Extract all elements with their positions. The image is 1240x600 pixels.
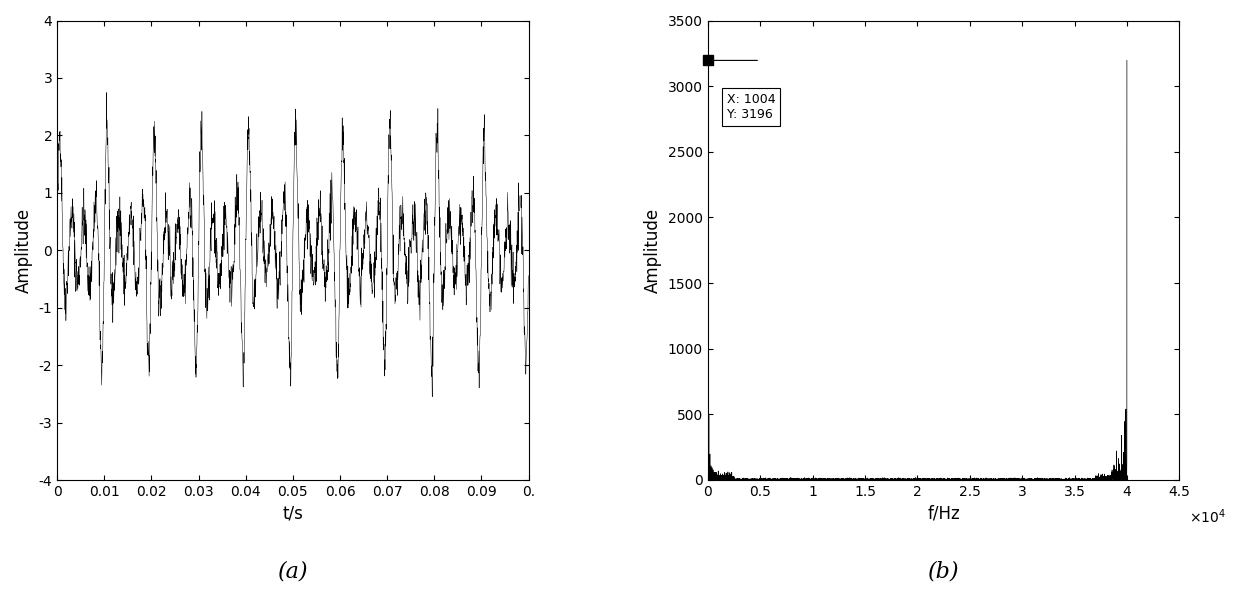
Y-axis label: Amplitude: Amplitude — [15, 208, 33, 293]
Text: (a): (a) — [278, 561, 309, 583]
Text: (b): (b) — [928, 561, 960, 583]
Y-axis label: Amplitude: Amplitude — [645, 208, 662, 293]
Text: $\times 10^{4}$: $\times 10^{4}$ — [1189, 508, 1225, 526]
X-axis label: f/Hz: f/Hz — [928, 505, 960, 523]
X-axis label: t/s: t/s — [283, 505, 304, 523]
Text: X: 1004
Y: 3196: X: 1004 Y: 3196 — [727, 93, 775, 121]
